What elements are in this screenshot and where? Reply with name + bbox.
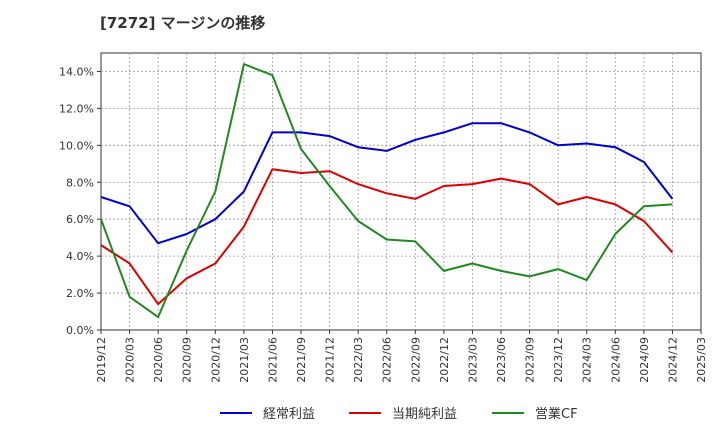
x-tick-label: 2020/09 xyxy=(181,337,194,383)
legend-label-2: 当期純利益 xyxy=(392,407,457,422)
x-tick-label: 2021/12 xyxy=(324,337,337,383)
x-tick-label: 2023/03 xyxy=(466,337,479,383)
series-line-3 xyxy=(100,63,673,319)
y-tick-label: 4.0% xyxy=(66,250,94,263)
grid-layer xyxy=(100,52,702,331)
series-line-2 xyxy=(100,168,674,306)
y-tick-label: 2.0% xyxy=(66,287,94,300)
series-layer xyxy=(100,63,674,319)
x-tick-label: 2024/09 xyxy=(638,337,651,383)
x-tick-label: 2023/06 xyxy=(495,337,508,383)
x-tick-label: 2024/12 xyxy=(666,337,679,383)
y-tick-label: 14.0% xyxy=(59,65,94,78)
legend-label-3: 営業CF xyxy=(535,406,578,422)
y-tick-label: 10.0% xyxy=(59,139,94,152)
x-tick-label: 2021/03 xyxy=(238,337,251,383)
y-tick-label: 12.0% xyxy=(59,102,94,115)
x-tick-label: 2024/06 xyxy=(609,337,622,383)
legend: 経常利益 当期純利益 営業CF xyxy=(220,406,578,422)
x-tick-label: 2019/12 xyxy=(95,337,108,383)
x-tick-label: 2020/12 xyxy=(209,337,222,383)
y-tick-label: 6.0% xyxy=(66,213,94,226)
y-tick-label: 8.0% xyxy=(66,176,94,189)
x-tick-label: 2021/06 xyxy=(266,337,279,383)
x-tick-label: 2020/06 xyxy=(152,337,165,383)
plot-frame xyxy=(100,52,702,331)
x-tick-label: 2022/12 xyxy=(438,337,451,383)
chart-title: [7272] マージンの推移 xyxy=(100,14,266,32)
y-tick-label: 0.0% xyxy=(66,324,94,337)
axis-layer: 0.0% 2.0% 4.0% 6.0% 8.0% 10.0% 12.0% 14.0% 2019/… xyxy=(59,65,708,382)
x-tick-label: 2020/03 xyxy=(124,337,137,383)
x-tick-label: 2024/03 xyxy=(581,337,594,383)
x-tick-label: 2023/12 xyxy=(552,337,565,383)
x-tick-label: 2023/09 xyxy=(524,337,537,383)
x-tick-label: 2022/03 xyxy=(352,337,365,383)
x-tick-label: 2025/03 xyxy=(695,337,708,383)
legend-label-1: 経常利益 xyxy=(263,407,315,422)
x-tick-label: 2022/09 xyxy=(409,337,422,383)
x-tick-label: 2022/06 xyxy=(381,337,394,383)
x-tick-label: 2021/09 xyxy=(295,337,308,383)
